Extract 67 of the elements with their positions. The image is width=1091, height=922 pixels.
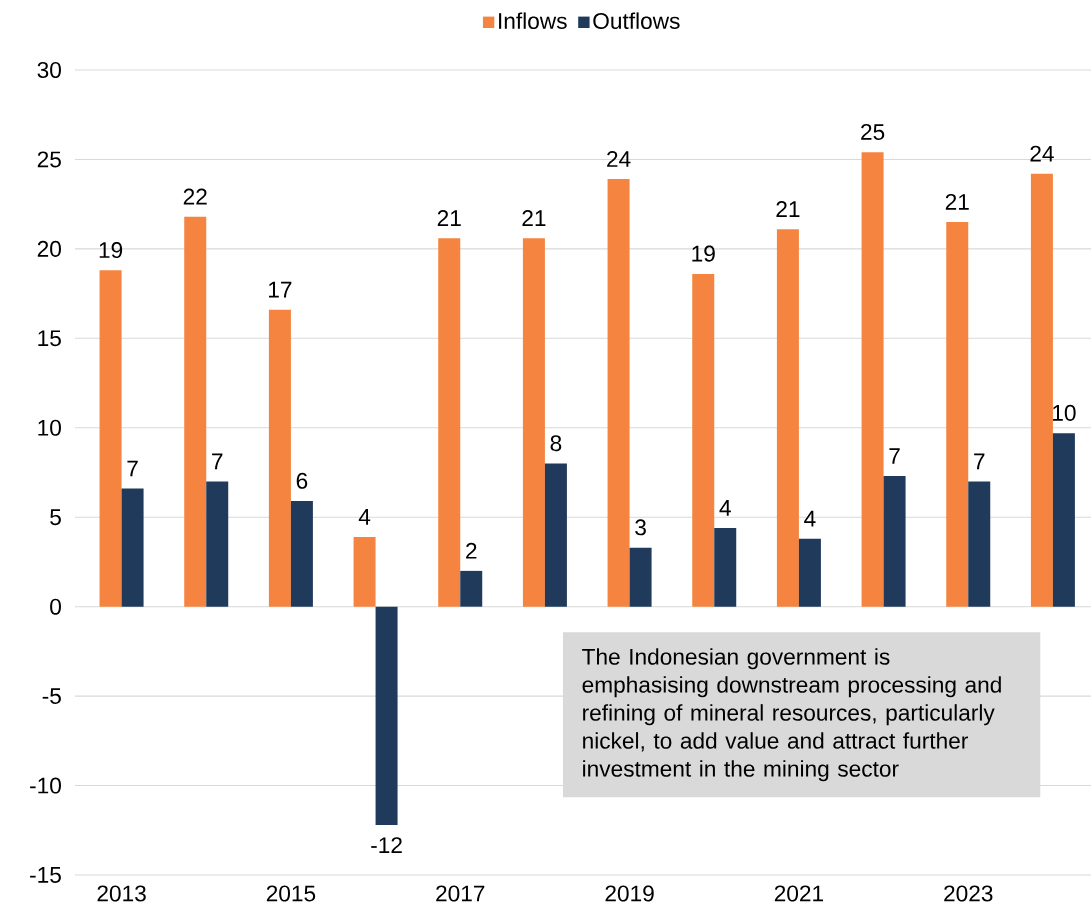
data-label: 7 [127,460,138,477]
bar [268,309,291,607]
data-label: 7 [212,453,223,470]
y-tick-label: 30 [37,61,61,79]
bar [184,216,207,607]
bar [438,238,461,607]
data-label: 21 [776,201,800,217]
bar [522,238,545,607]
legend-label: Inflows [499,12,567,30]
data-label: -12 [371,837,402,853]
bar [776,229,799,607]
bar [99,270,122,607]
bar [968,481,991,607]
x-tick-label: 2015 [266,885,316,902]
data-label: 19 [692,245,715,262]
y-tick-label: 25 [37,151,61,168]
x-tick-label: 2021 [774,885,824,902]
data-label: 21 [945,193,969,210]
legend-label: Outflows [593,12,680,30]
data-label: 4 [719,500,731,516]
data-label: 7 [974,453,985,470]
data-label: 24 [607,151,631,167]
x-tick-label: 2017 [436,885,485,902]
bar [798,538,821,607]
data-label: 4 [804,510,816,527]
data-label: 10 [1053,404,1076,421]
bar [1052,433,1075,607]
data-label: 2 [466,542,477,559]
data-label: 25 [861,123,885,141]
data-label: 3 [635,519,646,536]
bar [714,527,737,607]
y-tick-label: -10 [30,777,61,794]
data-label: 4 [358,509,371,525]
data-label: 8 [550,435,562,452]
y-tick-label: 10 [38,419,61,436]
data-label: 7 [889,448,900,464]
bar [946,222,969,607]
bar [290,501,313,607]
bar [375,606,398,825]
data-label: 22 [183,188,207,205]
bar [206,481,229,607]
data-label: 6 [296,472,308,489]
data-label: 19 [99,242,123,259]
data-label: 17 [269,281,292,298]
y-tick-label: 20 [37,240,61,257]
bar [607,179,630,607]
bar [460,570,483,607]
y-tick-label: -5 [42,688,61,705]
data-label: 21 [522,210,546,226]
bar [353,536,376,607]
bar [629,547,652,607]
bar [1030,173,1053,607]
data-label: 24 [1030,145,1054,162]
y-tick-label: -15 [30,867,61,883]
bar [544,463,567,607]
x-tick-label: 2013 [97,885,146,902]
y-tick-label: 5 [50,509,61,526]
data-label: 21 [437,210,461,226]
x-tick-label: 2019 [605,885,654,902]
bar [121,488,144,607]
x-tick-label: 2023 [944,885,993,902]
y-tick-label: 0 [50,598,61,615]
bar [883,476,906,607]
bar [861,152,884,607]
annotation: The Indonesian government is emphasising downstream processing and refining of mineral resources, particularly nickel, to add value and attract further investment in the mining sector [582,648,1001,782]
bar [692,273,715,607]
y-tick-label: 15 [38,330,61,347]
